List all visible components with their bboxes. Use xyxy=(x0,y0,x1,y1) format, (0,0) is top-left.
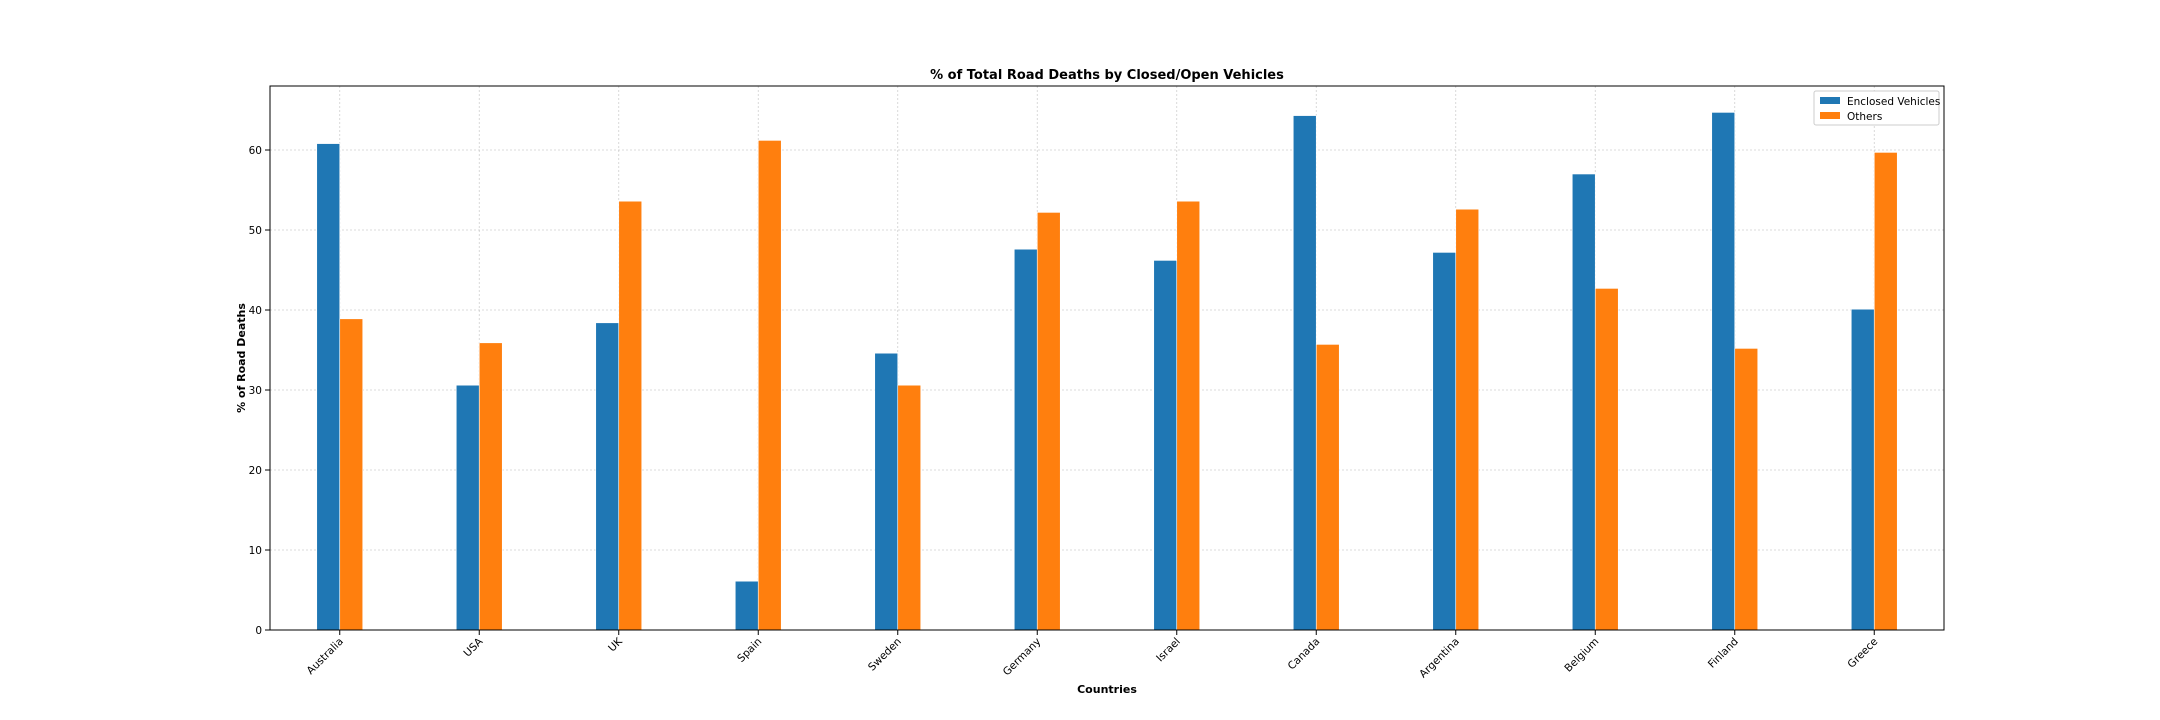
y-axis-title: % of Road Deaths xyxy=(235,303,248,413)
bar-others xyxy=(1594,288,1619,631)
bar-enclosed-vehicles xyxy=(595,322,620,631)
bar-enclosed-vehicles xyxy=(734,580,759,631)
legend-label-enclosed-vehicles: Enclosed Vehicles xyxy=(1847,96,1940,108)
bars xyxy=(316,112,1898,631)
y-tick-label: 40 xyxy=(249,305,262,317)
legend-box xyxy=(1813,90,1940,126)
legend-label-others: Others xyxy=(1847,111,1882,123)
bar-enclosed-vehicles xyxy=(455,384,480,631)
bar-enclosed-vehicles xyxy=(1432,252,1457,631)
bar-enclosed-vehicles xyxy=(1013,248,1038,631)
bar-others xyxy=(1873,152,1898,631)
bar-others xyxy=(757,140,782,631)
plot-area-frame xyxy=(269,85,1945,631)
y-tick-label: 30 xyxy=(249,385,262,397)
y-tick-label: 60 xyxy=(249,145,262,157)
bar-others xyxy=(478,342,503,631)
bar-others xyxy=(1036,212,1061,631)
y-tick-label: 10 xyxy=(249,545,262,557)
bar-others xyxy=(1455,208,1480,631)
bar-enclosed-vehicles xyxy=(316,143,341,631)
legend: Enclosed Vehicles Others xyxy=(1813,90,1940,126)
bar-others xyxy=(1176,200,1201,631)
bar-others xyxy=(339,318,364,631)
bar-enclosed-vehicles xyxy=(1571,173,1596,631)
y-tick-label: 20 xyxy=(249,465,262,477)
y-tick-label: 50 xyxy=(249,225,262,237)
bar-others xyxy=(618,200,643,631)
bar-enclosed-vehicles xyxy=(1153,260,1178,631)
bar-enclosed-vehicles xyxy=(1711,112,1736,631)
bar-enclosed-vehicles xyxy=(1292,115,1317,631)
bar-others xyxy=(897,384,922,631)
chart-title: % of Total Road Deaths by Closed/Open Ve… xyxy=(930,68,1284,83)
bar-enclosed-vehicles xyxy=(1850,308,1875,631)
bar-enclosed-vehicles xyxy=(874,352,899,631)
bar-others xyxy=(1315,344,1340,631)
legend-swatch-enclosed-vehicles xyxy=(1820,97,1840,104)
legend-swatch-others xyxy=(1820,112,1840,119)
y-tick-label: 0 xyxy=(255,625,262,637)
x-axis-title: Countries xyxy=(1077,683,1137,696)
bar-others xyxy=(1734,348,1759,631)
